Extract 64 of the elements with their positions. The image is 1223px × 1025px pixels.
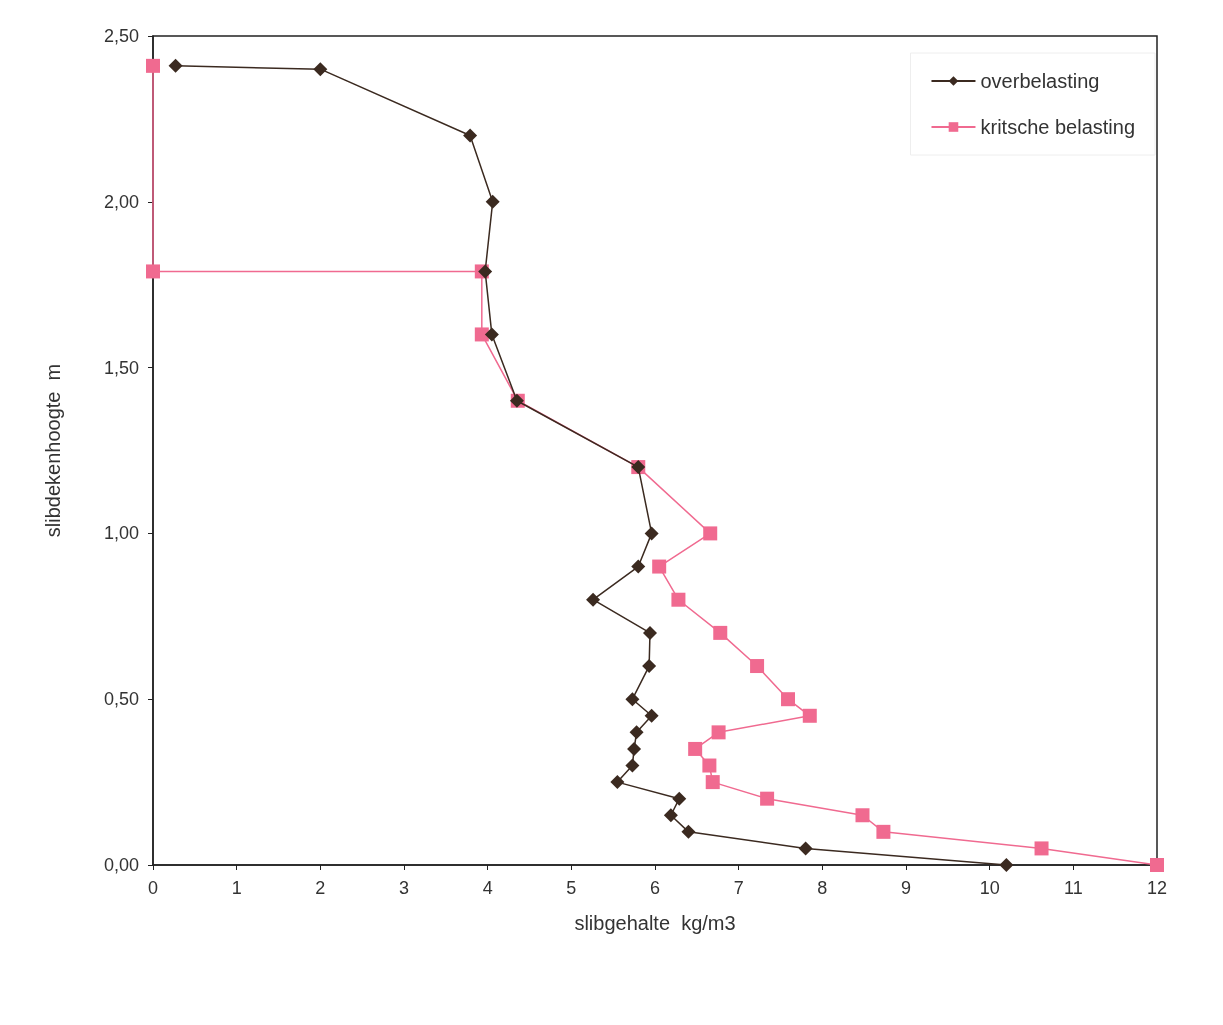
x-tick-label: 1 [231,878,242,898]
y-tick-label: 2,50 [103,26,139,46]
point [999,858,1014,872]
point [702,758,717,773]
x-tick-label: 6 [649,878,661,898]
legend-label: overbelasting [980,70,1100,92]
x-tick-label: 11 [1063,878,1083,898]
point [760,791,775,806]
point [671,592,686,607]
point [625,758,640,773]
point [146,58,160,73]
point [644,708,659,723]
legend-label: kritsche belasting [980,116,1136,138]
x-tick-label: 12 [1146,878,1168,898]
y-axis-title: slibdekenhoogte m [42,363,64,538]
point [750,659,765,674]
point [1034,841,1049,856]
point [485,194,500,209]
point [672,791,687,806]
point [711,725,726,740]
x-tick-label: 5 [566,878,577,898]
point [798,841,813,856]
x-tick-label: 9 [900,878,912,898]
point [652,559,667,574]
x-tick-label: 4 [482,878,493,898]
point [478,264,493,279]
y-tick-label: 0,00 [103,855,139,875]
point [586,592,601,607]
point [855,808,870,823]
x-tick-label: 3 [398,878,410,898]
x-tick-label: 10 [979,878,1000,898]
point [629,725,644,740]
point [644,526,659,541]
point [642,659,657,674]
x-tick-label: 8 [817,878,828,898]
point [705,775,720,790]
point [663,808,678,823]
point [642,625,657,640]
point [876,824,891,839]
point [703,526,718,541]
x-tick-label: 7 [733,878,744,898]
y-tick-label: 1,50 [103,357,139,378]
x-tick-label: 2 [315,878,326,898]
point [313,62,328,77]
point [681,824,696,839]
point [610,775,625,790]
point [802,708,817,723]
point [146,264,160,279]
point [631,559,646,574]
y-tick-label: 1,00 [103,523,139,544]
point [474,327,489,342]
x-tick-label: 0 [147,878,159,898]
point [781,692,796,707]
point [625,692,640,707]
y-tick-label: 2,00 [103,191,139,212]
y-tick-label: 0,50 [103,689,139,710]
point [627,741,642,756]
point [168,58,183,73]
x-axis-title: slibgehalte kg/m3 [574,912,736,934]
point [713,625,728,640]
point [1150,858,1164,872]
point [484,327,499,342]
point [688,741,703,756]
point [463,128,478,143]
